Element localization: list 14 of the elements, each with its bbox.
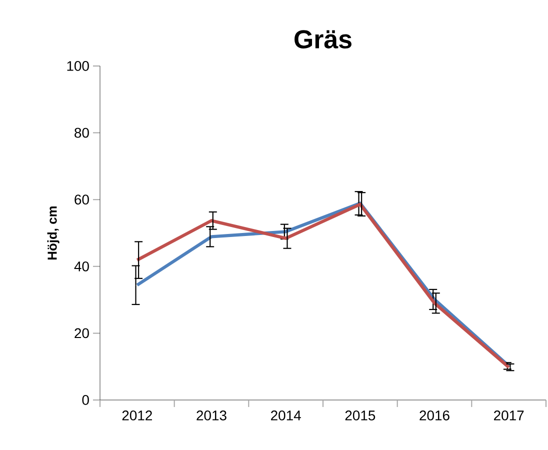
y-tick-label: 0 xyxy=(82,395,89,405)
y-tick-label: 80 xyxy=(74,128,89,138)
x-tick-label: 2013 xyxy=(196,410,226,420)
y-tick-label: 40 xyxy=(74,261,89,272)
y-tick-label: 60 xyxy=(74,194,89,205)
x-tick-label: 2012 xyxy=(122,410,152,420)
y-tick-label: 20 xyxy=(74,328,89,338)
x-tick-label: 2015 xyxy=(345,410,376,420)
y-tick-label: 100 xyxy=(67,61,89,71)
x-tick-label: 2017 xyxy=(494,410,524,420)
chart-title: Gräs xyxy=(294,30,352,48)
y-axis-title: Höjd, cm xyxy=(47,206,60,260)
x-tick-label: 2016 xyxy=(420,410,450,420)
x-tick-label: 2014 xyxy=(271,410,301,420)
